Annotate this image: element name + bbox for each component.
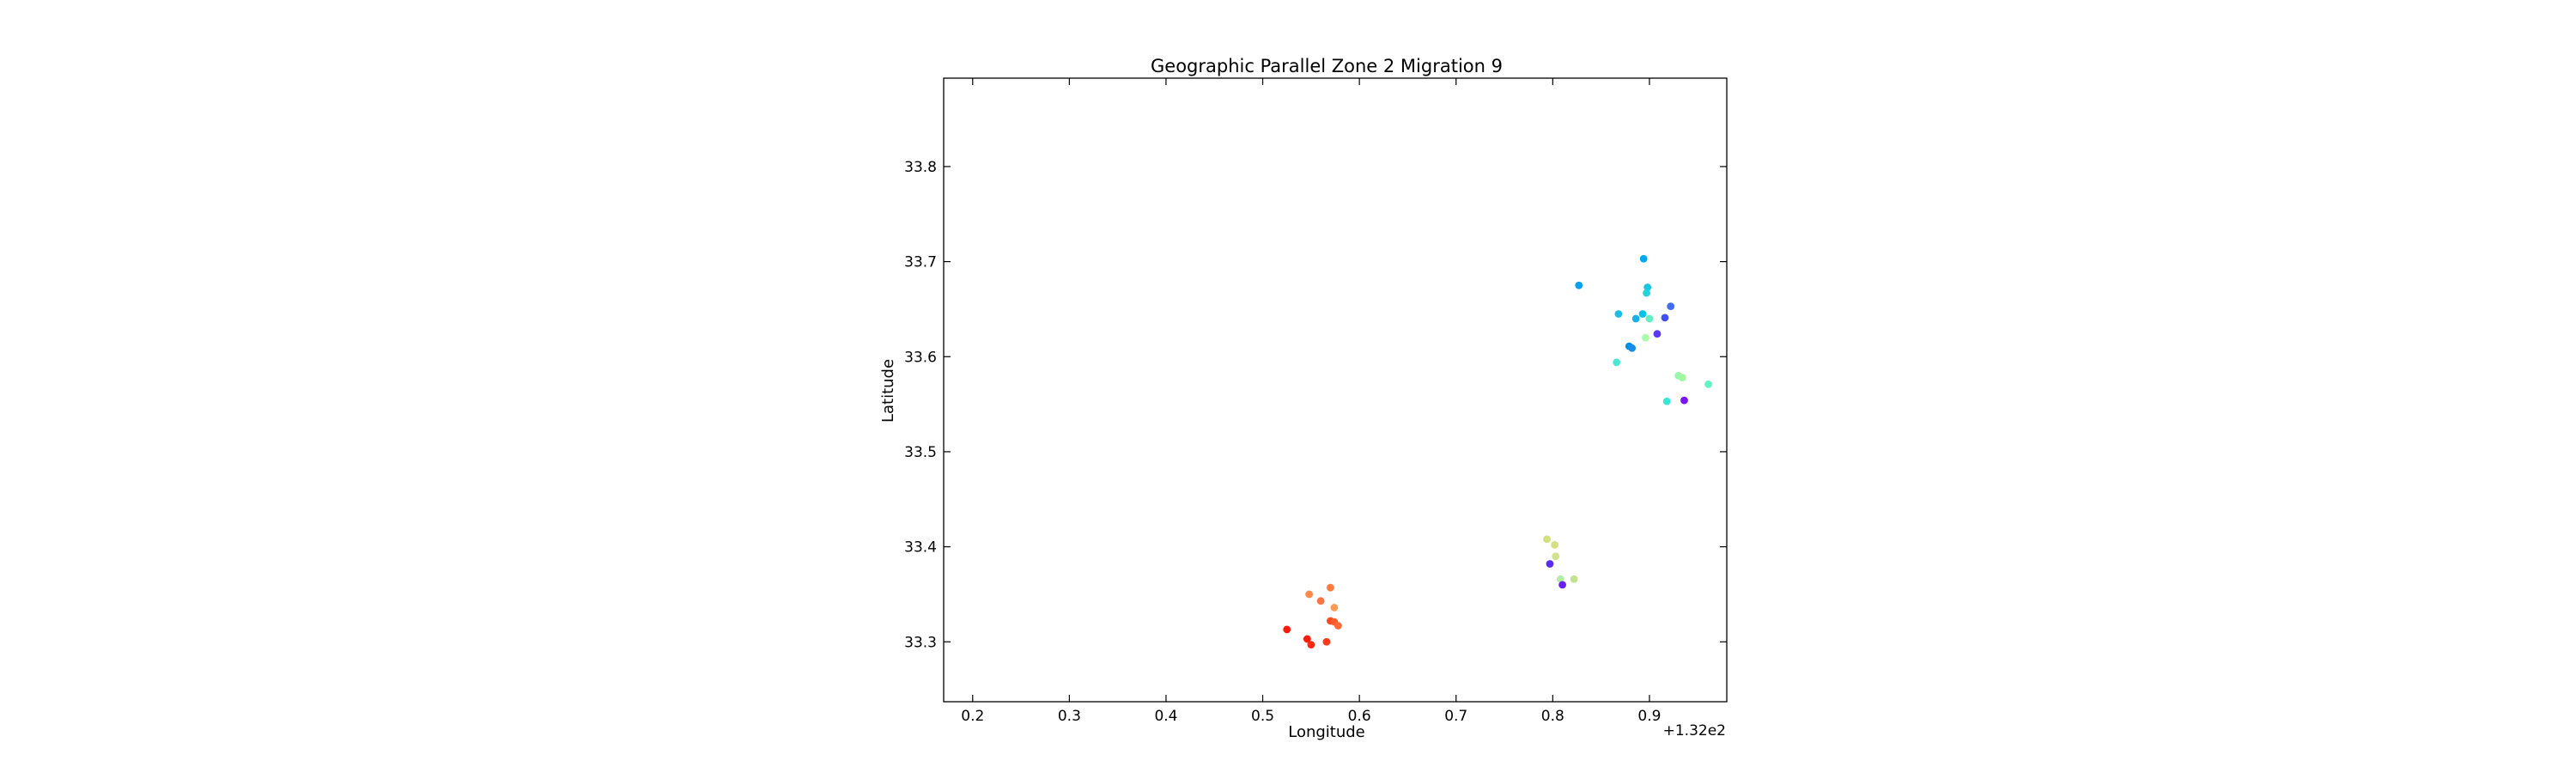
x-tick-label: 0.9 <box>1637 708 1661 725</box>
y-tick-label: 33.4 <box>904 539 937 557</box>
data-point <box>1556 575 1564 583</box>
data-point <box>1303 635 1311 643</box>
x-tick-label: 0.5 <box>1251 708 1274 725</box>
axis-ticks: 0.2 0.3 0.4 0.5 0.6 0.7 0.8 0.9 33.3 33.4 33.5 33.6… <box>904 78 1727 725</box>
y-tick-label: 33.6 <box>904 349 937 366</box>
y-tick-label: 33.7 <box>904 254 937 271</box>
data-point <box>1645 314 1654 323</box>
x-tick-label: 0.4 <box>1154 708 1177 725</box>
data-point <box>1307 641 1315 648</box>
data-point <box>1613 358 1621 367</box>
data-point <box>1631 314 1640 323</box>
data-point <box>1334 622 1342 630</box>
x-tick-label: 0.7 <box>1444 708 1467 725</box>
data-point <box>1638 310 1647 318</box>
data-point <box>1643 289 1650 297</box>
x-tick-label: 0.2 <box>961 708 984 725</box>
data-point <box>1322 637 1331 646</box>
data-point <box>1643 283 1652 291</box>
data-point <box>1575 281 1583 289</box>
x-tick-label: 0.3 <box>1058 708 1081 725</box>
x-tick-label: 0.6 <box>1348 708 1371 725</box>
data-point <box>1704 380 1713 388</box>
y-tick-label: 33.5 <box>904 444 937 461</box>
data-point <box>1642 333 1649 342</box>
data-point <box>1330 604 1339 612</box>
data-point <box>1570 575 1578 583</box>
data-point <box>1558 581 1566 589</box>
chart-title: Geographic Parallel Zone 2 Migration 9 <box>1151 56 1503 76</box>
data-point <box>1305 590 1313 599</box>
data-point <box>1283 625 1291 634</box>
data-point <box>1546 560 1554 568</box>
data-point <box>1614 310 1623 318</box>
data-point <box>1326 583 1334 592</box>
data-point <box>1316 597 1325 606</box>
data-point <box>1678 374 1686 382</box>
x-axis-offset-label: +1.32e2 <box>1663 722 1726 740</box>
y-tick-label: 33.3 <box>904 634 937 651</box>
data-point <box>1628 344 1637 352</box>
data-point <box>1543 535 1551 544</box>
y-axis-label: Latitude <box>879 359 897 423</box>
y-tick-label: 33.8 <box>904 159 937 176</box>
data-point <box>1653 330 1662 338</box>
data-point <box>1662 397 1671 405</box>
x-axis-label: Longitude <box>1288 723 1365 741</box>
data-point <box>1667 302 1675 311</box>
data-point <box>1661 313 1669 322</box>
data-point <box>1552 552 1560 561</box>
x-tick-label: 0.8 <box>1541 708 1564 725</box>
plot-area-frame <box>943 77 1728 703</box>
data-points <box>1283 254 1713 648</box>
data-point <box>1680 396 1688 405</box>
data-point <box>1551 540 1558 549</box>
data-point <box>1639 254 1648 263</box>
